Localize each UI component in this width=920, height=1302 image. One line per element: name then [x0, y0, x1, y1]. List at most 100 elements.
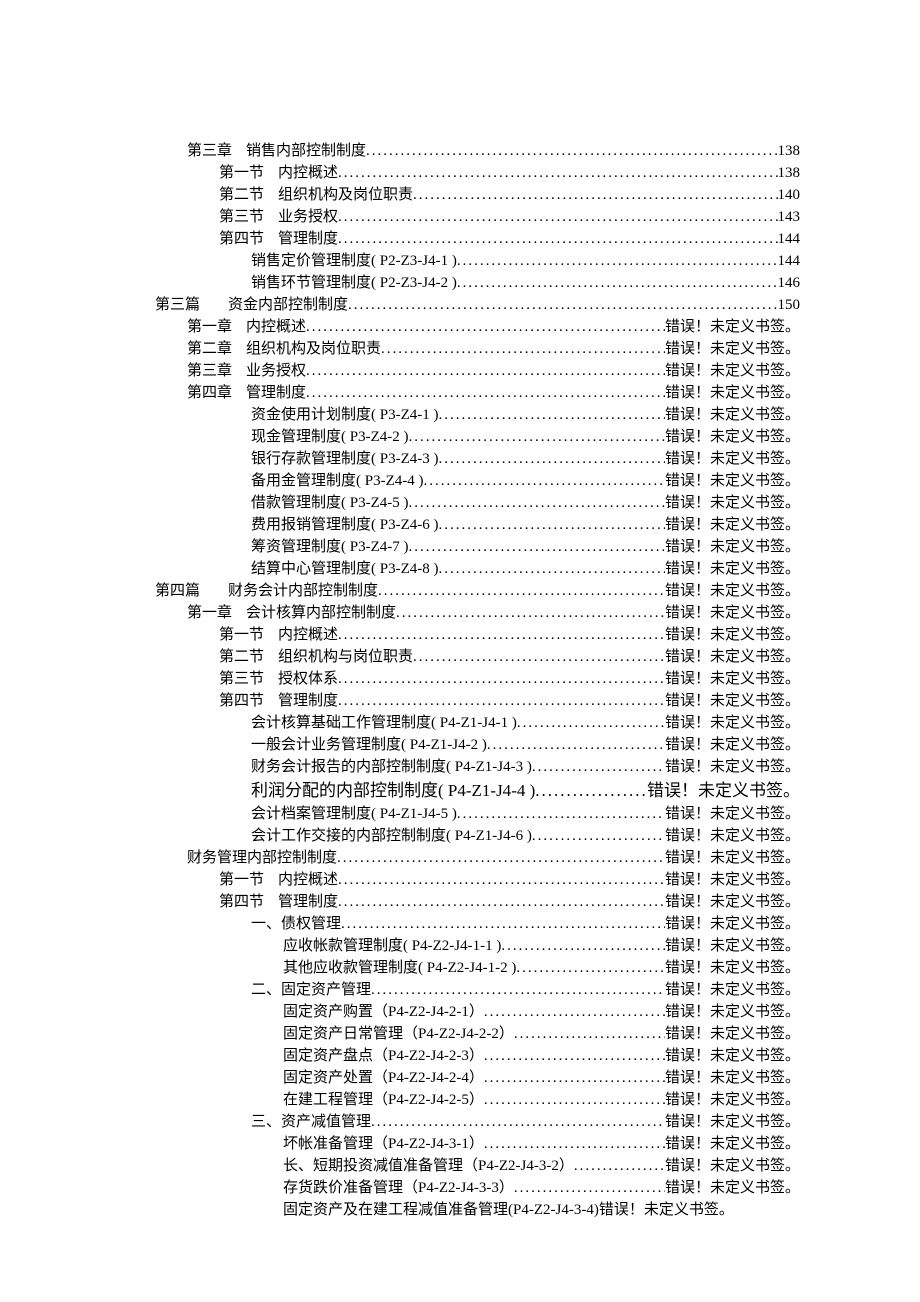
toc-title: 业务授权	[278, 206, 338, 228]
toc-leader-dots	[338, 162, 777, 184]
toc-error: 错误！未定义书签。	[665, 580, 800, 602]
toc-entry: 其他应收款管理制度( P4-Z2-J4-1-2 )错误！未定义书签。	[155, 957, 800, 979]
toc-leader-dots	[396, 602, 665, 624]
toc-error: 错误！未定义书签。	[665, 734, 800, 756]
toc-title: 固定资产购置（P4-Z2-J4-2-1）	[283, 1001, 484, 1023]
toc-label: 第三节	[219, 668, 264, 690]
toc-label: 第四章	[187, 382, 232, 404]
toc-error: 错误！未定义书签。	[665, 426, 800, 448]
toc-entry: 第三章销售内部控制制度138	[155, 140, 800, 162]
toc-page-number: 140	[778, 184, 801, 206]
toc-title: 销售定价管理制度( P2-Z3-J4-1 )	[251, 250, 457, 272]
toc-entry: 利润分配的内部控制制度( P4-Z1-J4-4 )错误！未定义书签。	[155, 778, 800, 803]
toc-leader-dots	[484, 1133, 665, 1155]
toc-leader-dots	[413, 184, 777, 206]
toc-leader-dots	[338, 228, 777, 250]
toc-leader-dots	[371, 1111, 665, 1133]
toc-leader-dots	[514, 1177, 665, 1199]
toc-error: 错误！未定义书签。	[665, 470, 800, 492]
toc-label: 第三篇	[155, 294, 200, 316]
toc-title: 费用报销管理制度( P3-Z4-6 )	[251, 514, 439, 536]
toc-leader-dots	[484, 1067, 665, 1089]
toc-entry: 固定资产购置（P4-Z2-J4-2-1）错误！未定义书签。	[155, 1001, 800, 1023]
toc-page-number: 138	[778, 162, 801, 184]
toc-title: 销售环节管理制度( P2-Z3-J4-2 )	[251, 272, 457, 294]
toc-leader-dots	[409, 492, 665, 514]
toc-error: 错误！未定义书签。	[665, 803, 800, 825]
toc-title: 会计档案管理制度( P4-Z1-J4-5 )	[251, 803, 457, 825]
toc-title: 管理制度	[246, 382, 306, 404]
toc-error: 错误！未定义书签。	[665, 1111, 800, 1133]
toc-entry: 会计档案管理制度( P4-Z1-J4-5 ) 错误！未定义书签。	[155, 803, 800, 825]
toc-error: 错误！未定义书签。	[665, 935, 800, 957]
toc-leader-dots	[484, 1045, 665, 1067]
toc-entry: 第三节授权体系错误！未定义书签。	[155, 668, 800, 690]
toc-error: 错误！未定义书签。	[665, 382, 800, 404]
toc-leader-dots	[378, 580, 665, 602]
toc-title: 固定资产处置（P4-Z2-J4-2-4）	[283, 1067, 484, 1089]
toc-title: 财务会计报告的内部控制制度( P4-Z1-J4-3 )	[251, 756, 532, 778]
toc-leader-dots	[532, 756, 665, 778]
toc-label: 第一章	[187, 602, 232, 624]
toc-title: 内控概述	[246, 316, 306, 338]
toc-entry: 费用报销管理制度( P3-Z4-6 ) 错误！未定义书签。	[155, 514, 800, 536]
toc-title: 财务会计内部控制制度	[228, 580, 378, 602]
toc-title: 其他应收款管理制度( P4-Z2-J4-1-2 )	[283, 957, 516, 979]
toc-title: 销售内部控制制度	[246, 140, 366, 162]
toc-leader-dots	[337, 847, 665, 869]
toc-title: 债权管理	[281, 913, 341, 935]
toc-title: 会计核算基础工作管理制度( P4-Z1-J4-1 )	[251, 712, 517, 734]
toc-entry: 结算中心管理制度( P3-Z4-8 ) 错误！未定义书签。	[155, 558, 800, 580]
toc-label: 第四节	[219, 228, 264, 250]
toc-leader-dots	[306, 360, 665, 382]
toc-entry: 第四章管理制度 错误！未定义书签。	[155, 382, 800, 404]
toc-page-number: 146	[778, 272, 801, 294]
toc-leader-dots	[338, 891, 665, 913]
toc-error: 错误！未定义书签。	[665, 756, 800, 778]
toc-error: 错误！未定义书签。	[665, 514, 800, 536]
toc-leader-dots	[484, 1089, 665, 1111]
toc-entry: 销售定价管理制度( P2-Z3-J4-1 ) 144	[155, 250, 800, 272]
toc-entry: 筹资管理制度( P3-Z4-7 )错误！未定义书签。	[155, 536, 800, 558]
toc-title: 备用金管理制度( P3-Z4-4 )	[251, 470, 424, 492]
toc-title: 应收帐款管理制度( P4-Z2-J4-1-1 )	[283, 935, 501, 957]
toc-label: 第一节	[219, 162, 264, 184]
toc-entry: 第三章业务授权错误！未定义书签。	[155, 360, 800, 382]
toc-title: 固定资产及在建工程减值准备管理(P4-Z2-J4-3-4)	[283, 1199, 599, 1221]
toc-title: 资产减值管理	[281, 1111, 371, 1133]
toc-entry: 现金管理制度( P3-Z4-2 ) 错误！未定义书签。	[155, 426, 800, 448]
toc-page-number: 144	[778, 250, 801, 272]
toc-leader-dots	[338, 624, 665, 646]
toc-title: 内控概述	[278, 624, 338, 646]
toc-error: 错误！未定义书签。	[665, 712, 800, 734]
toc-title: 固定资产管理	[281, 979, 371, 1001]
toc-error: 错误！未定义书签。	[665, 913, 800, 935]
toc-error: 错误！未定义书签。	[665, 1045, 800, 1067]
toc-entry: 会计工作交接的内部控制制度( P4-Z1-J4-6 )错误！未定义书签。	[155, 825, 800, 847]
toc-leader-dots	[439, 448, 665, 470]
toc-entry: 第三篇资金内部控制制度150	[155, 294, 800, 316]
toc-label: 第四节	[219, 690, 264, 712]
toc-error: 错误！未定义书签。	[665, 338, 800, 360]
toc-label: 第一章	[187, 316, 232, 338]
toc-entry: 会计核算基础工作管理制度( P4-Z1-J4-1 ) 错误！未定义书签。	[155, 712, 800, 734]
toc-entry: 第二章组织机构及岗位职责错误！未定义书签。	[155, 338, 800, 360]
toc-error: 错误！未定义书签。	[665, 602, 800, 624]
toc-title: 现金管理制度( P3-Z4-2 )	[251, 426, 409, 448]
toc-title: 内控概述	[278, 162, 338, 184]
toc-title: 结算中心管理制度( P3-Z4-8 )	[251, 558, 439, 580]
toc-title: 组织机构及岗位职责	[246, 338, 381, 360]
toc-title: 一般会计业务管理制度( P4-Z1-J4-2 )	[251, 734, 487, 756]
toc-title: 资金内部控制制度	[228, 294, 348, 316]
toc-label: 二、	[251, 979, 281, 1001]
toc-entry: 借款管理制度( P3-Z4-5 )错误！未定义书签。	[155, 492, 800, 514]
toc-error: 错误！未定义书签。	[665, 646, 800, 668]
toc-label: 第一节	[219, 624, 264, 646]
toc-title: 会计核算内部控制制度	[246, 602, 396, 624]
toc-leader-dots	[484, 1001, 665, 1023]
toc-page-number: 144	[778, 228, 801, 250]
toc-leader-dots	[439, 404, 665, 426]
toc-leader-dots	[409, 426, 665, 448]
toc-error: 错误！未定义书签。	[665, 536, 800, 558]
toc-error: 错误！未定义书签。	[665, 558, 800, 580]
